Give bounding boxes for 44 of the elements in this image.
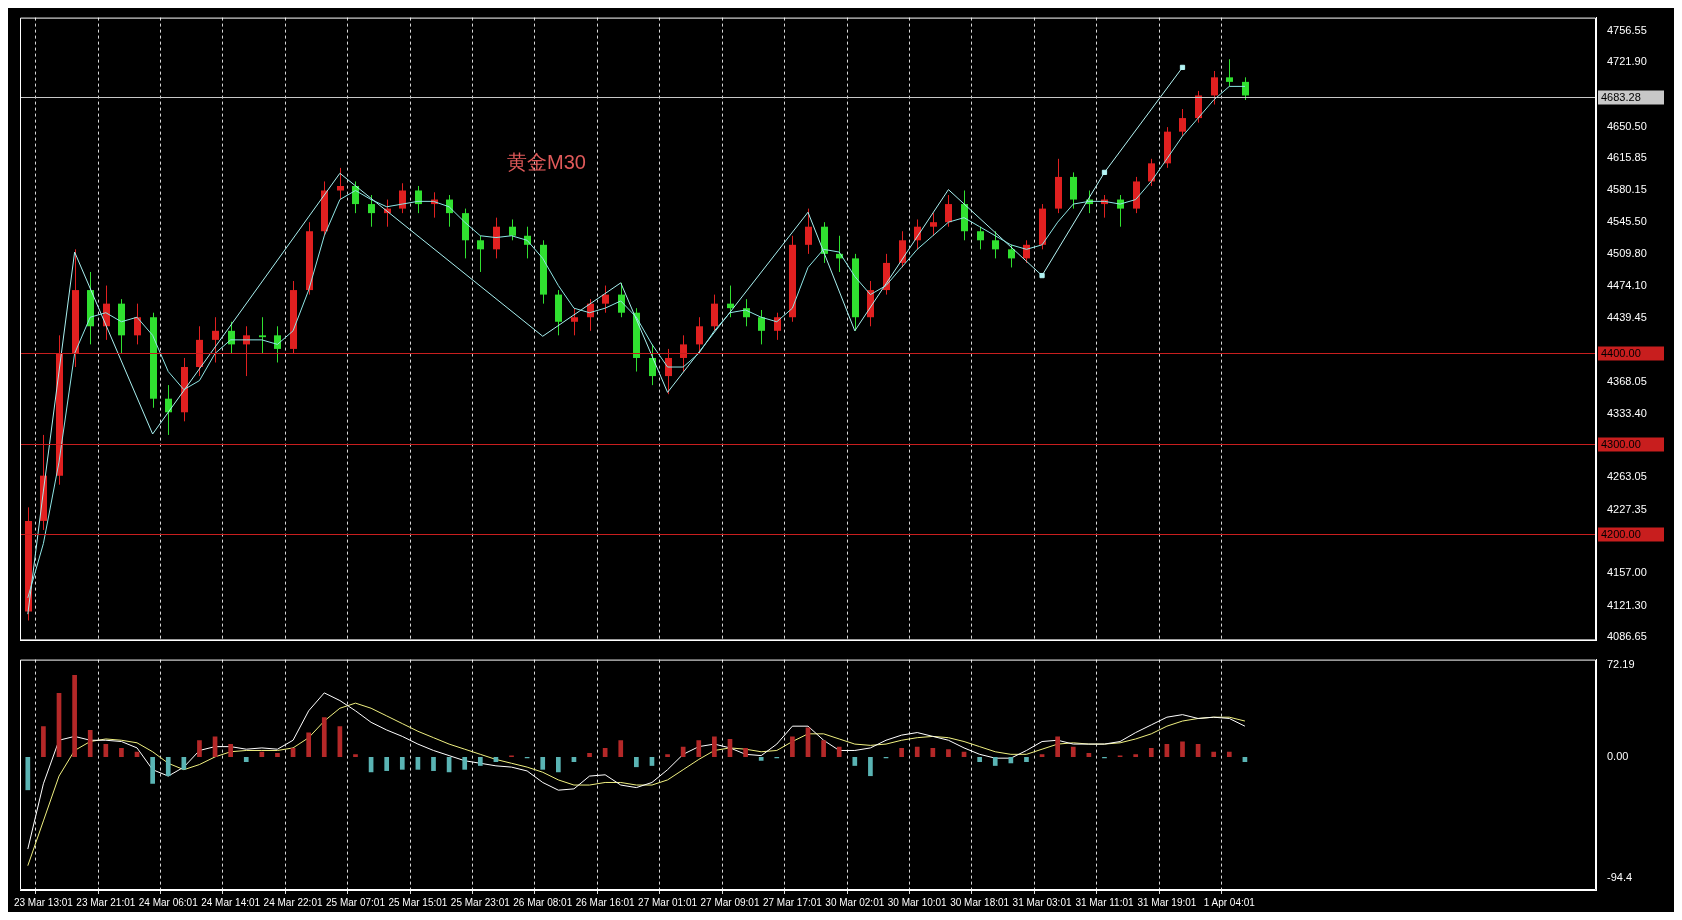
y-tick-label: 4580.15 — [1607, 183, 1647, 196]
x-tick-label: 27 Mar 01:01 — [638, 896, 698, 908]
x-tick-label: 26 Mar 08:01 — [513, 896, 573, 908]
x-tick-label: 30 Mar 02:01 — [825, 896, 885, 908]
x-tick-label: 31 Mar 11:01 — [1075, 896, 1134, 908]
ref-line-label: 4400.00 — [1601, 346, 1641, 359]
x-tick-label: 23 Mar 13:01 — [13, 896, 74, 908]
x-tick-label: 30 Mar 18:01 — [950, 896, 1010, 908]
y-tick-label: -94.4 — [1607, 870, 1633, 883]
ref-line-label: 4200.00 — [1601, 527, 1641, 540]
ref-line-label: 4300.00 — [1601, 437, 1641, 450]
x-tick-label: 31 Mar 03:01 — [1012, 896, 1072, 908]
x-tick-label: 1 Apr 04:01 — [1203, 896, 1256, 908]
x-tick-label: 23 Mar 21:01 — [76, 896, 136, 908]
x-tick-label: 30 Mar 10:01 — [887, 896, 948, 908]
x-tick-label: 26 Mar 16:01 — [575, 896, 636, 908]
y-tick-label: 0.00 — [1607, 749, 1629, 762]
y-tick-label: 4545.50 — [1607, 214, 1647, 227]
text: 黄金M30 — [506, 151, 586, 174]
x-tick-label: 25 Mar 07:01 — [326, 896, 386, 908]
ref-line-label: 4683.28 — [1601, 90, 1641, 103]
y-tick-label: 4227.35 — [1607, 502, 1647, 515]
y-tick-label: 4721.90 — [1607, 55, 1647, 68]
x-tick-label: 27 Mar 17:01 — [762, 896, 823, 908]
x-tick-label: 25 Mar 23:01 — [450, 896, 511, 908]
x-tick-label: 24 Mar 22:01 — [263, 896, 323, 908]
y-tick-label: 4509.80 — [1607, 247, 1647, 260]
y-tick-label: 4650.50 — [1607, 119, 1647, 132]
y-tick-label: 4474.10 — [1607, 279, 1647, 292]
y-tick-label: 4439.45 — [1607, 310, 1647, 323]
y-tick-label: 4368.05 — [1607, 375, 1647, 388]
y-tick-label: 4756.55 — [1607, 23, 1647, 36]
y-tick-label: 4263.05 — [1607, 470, 1647, 483]
y-tick-label: 4333.40 — [1607, 406, 1647, 419]
x-tick-label: 25 Mar 15:01 — [388, 896, 448, 908]
y-tick-label: 4086.65 — [1607, 630, 1647, 643]
x-tick-label: 24 Mar 06:01 — [138, 896, 199, 908]
y-tick-label: 4121.30 — [1607, 598, 1647, 611]
y-tick-label: 72.19 — [1607, 657, 1635, 670]
x-tick-label: 24 Mar 14:01 — [201, 896, 261, 908]
x-tick-label: 31 Mar 19:01 — [1137, 896, 1197, 908]
y-tick-label: 4615.85 — [1607, 151, 1647, 164]
x-tick-label: 27 Mar 09:01 — [700, 896, 760, 908]
y-tick-label: 4157.00 — [1607, 566, 1647, 579]
